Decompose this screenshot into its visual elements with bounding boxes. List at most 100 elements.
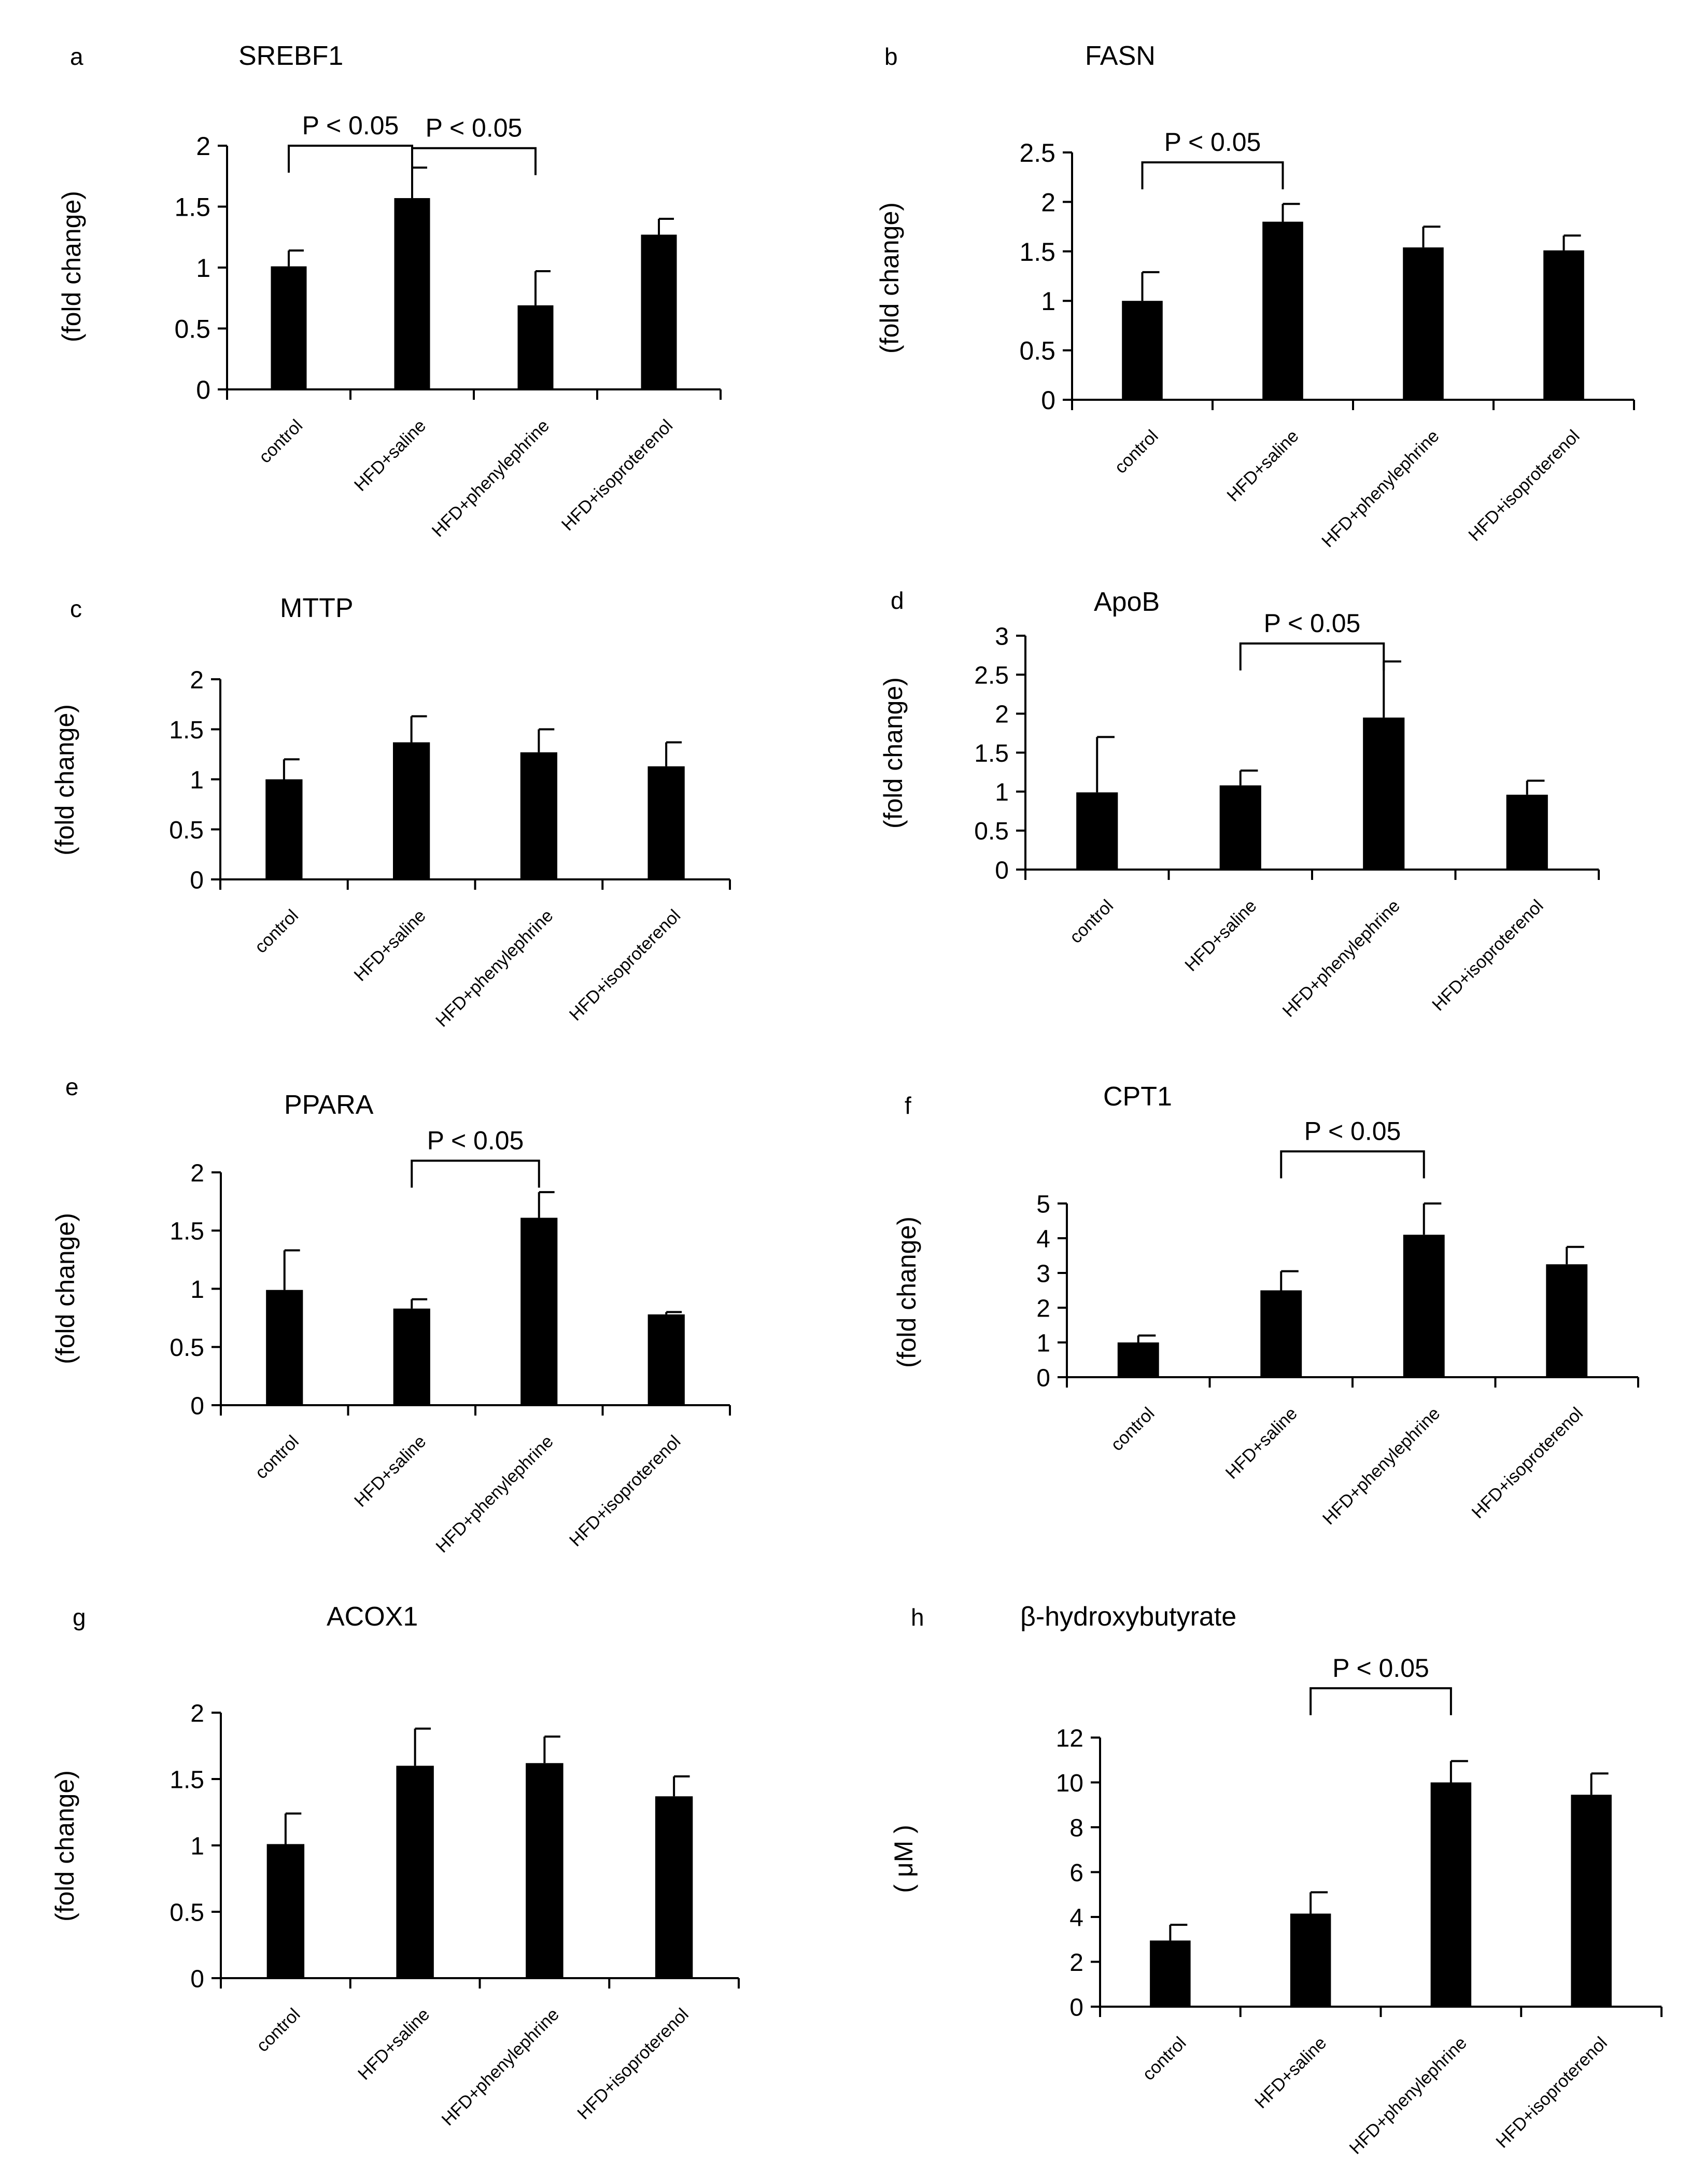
significance-bracket (411, 1159, 540, 1188)
y-tick-label: 0.5 (169, 817, 204, 844)
panel-letter: c (70, 595, 82, 622)
bar-hfd-saline (392, 742, 430, 879)
x-tick-label: HFD+saline (350, 1432, 430, 1511)
x-tick-label: HFD+phenylephrine (432, 1432, 557, 1557)
x-tick-label: HFD+saline (1181, 896, 1260, 975)
panel-letter: b (884, 43, 898, 70)
x-tick-label: control (255, 416, 306, 467)
chart-title: ACOX1 (327, 1602, 418, 1632)
panel-b: b FASN (fold change) 0 0.5 1 1.5 2 2.5 control HFD… (875, 41, 1635, 551)
significance-bracket (1239, 642, 1385, 671)
panel-f: f CPT1 (fold change) 0 1 2 3 4 5 control HFD+salin… (892, 1082, 1639, 1529)
panel-letter: h (911, 1604, 924, 1631)
y-tick-label: 0 (1041, 386, 1055, 415)
y-tick-label: 8 (1069, 1814, 1083, 1842)
panel-letter: g (73, 1604, 86, 1631)
y-tick-label: 2 (196, 132, 210, 161)
x-tick-label: control (1107, 1404, 1158, 1455)
y-axis-label: (fold change) (50, 1770, 79, 1922)
panel-h: h β-hydroxybutyrate ( μM ) 0 2 4 6 8 10 12 control… (889, 1602, 1663, 2158)
y-tick-label: 4 (1036, 1225, 1050, 1253)
significance-label: P < 0.05 (1304, 1117, 1401, 1146)
x-tick-label: HFD+isoproterenol (1468, 1404, 1587, 1522)
bar-control (1117, 1342, 1159, 1377)
bar-control (1076, 792, 1118, 870)
y-tick-label: 2 (190, 1159, 204, 1187)
y-tick-label: 1.5 (169, 717, 204, 744)
bar-hfd-isoproterenol (641, 234, 677, 389)
panel-letter: a (70, 43, 83, 70)
y-tick-label: 0.5 (1019, 337, 1055, 366)
x-tick-label: control (1066, 896, 1117, 947)
bar-hfd-isoproterenol (1506, 794, 1548, 870)
y-tick-label: 5 (1036, 1191, 1050, 1218)
bar-hfd-isoproterenol (1571, 1795, 1612, 2007)
x-tick-label: HFD+phenylephrine (428, 416, 553, 541)
bar-control (266, 1844, 305, 1978)
chart-title: CPT1 (1103, 1082, 1172, 1112)
significance-label: P < 0.05 (1264, 609, 1361, 638)
y-tick-label: 2 (190, 666, 204, 694)
chart-title: MTTP (280, 593, 354, 623)
x-tick-label: control (252, 2005, 304, 2056)
significance-label: P < 0.05 (427, 1126, 524, 1155)
bar-hfd-saline (396, 1766, 434, 1978)
y-tick-label: 1 (190, 766, 204, 794)
chart-title: β-hydroxybutyrate (1020, 1602, 1236, 1632)
y-tick-label: 2 (190, 1700, 204, 1727)
y-tick-label: 0 (196, 375, 210, 404)
x-tick-label: HFD+isoproterenol (1428, 896, 1547, 1015)
significance-bracket (411, 147, 537, 175)
significance-label: P < 0.05 (1164, 128, 1261, 157)
x-tick-label: HFD+phenylephrine (1318, 426, 1443, 551)
x-tick-label: HFD+isoproterenol (1464, 426, 1583, 545)
bar-hfd-isoproterenol (647, 1314, 685, 1405)
bar-hfd-phenylephrine (526, 1763, 564, 1978)
x-tick-label: HFD+saline (350, 416, 430, 495)
y-tick-label: 2 (1069, 1949, 1083, 1977)
bar-hfd-saline (1260, 1290, 1302, 1377)
y-axis-label: ( μM ) (889, 1825, 918, 1893)
x-tick-label: control (251, 1432, 303, 1483)
x-tick-label: control (251, 906, 302, 957)
bar-control (1150, 1940, 1191, 2007)
panel-d: d ApoB (fold change) 0 0.5 1 1.5 2 2.5 3 control HF… (879, 587, 1600, 1021)
bar-hfd-isoproterenol (1543, 250, 1584, 400)
y-axis-label: (fold change) (50, 704, 79, 856)
significance-bracket (1309, 1687, 1452, 1715)
chart-title: PPARA (284, 1090, 374, 1120)
y-tick-label: 1.5 (170, 1218, 204, 1245)
significance-bracket (1280, 1150, 1425, 1179)
y-tick-label: 4 (1069, 1904, 1083, 1931)
y-axis-label: (fold change) (51, 1213, 80, 1364)
x-tick-label: control (1138, 2033, 1190, 2084)
bar-hfd-phenylephrine (1363, 717, 1405, 870)
x-tick-label: HFD+saline (350, 906, 430, 985)
bar-hfd-isoproterenol (1546, 1264, 1588, 1377)
panel-g: g ACOX1 (fold change) 0 0.5 1 1.5 2 control HFD+s… (50, 1602, 740, 2130)
y-tick-label: 0.5 (170, 1899, 204, 1926)
y-tick-label: 1.5 (174, 193, 210, 222)
panel-letter: e (65, 1073, 79, 1100)
significance-label: P < 0.05 (1332, 1654, 1429, 1683)
bar-hfd-saline (393, 1308, 430, 1405)
bar-hfd-phenylephrine (520, 1217, 558, 1405)
panel-c: c MTTP (fold change) 0 0.5 1 1.5 2 control HFD+sa… (50, 593, 731, 1031)
bar-hfd-saline (1219, 785, 1261, 870)
y-tick-label: 1 (190, 1832, 204, 1860)
chart-title: FASN (1085, 41, 1156, 71)
bar-control (271, 266, 307, 389)
y-tick-label: 1.5 (170, 1766, 204, 1794)
y-tick-label: 0 (190, 1392, 204, 1420)
significance-bracket (288, 145, 413, 173)
bar-control (265, 779, 303, 879)
y-tick-label: 0 (190, 1965, 204, 1993)
y-tick-label: 6 (1069, 1859, 1083, 1887)
chart-title: SREBF1 (238, 41, 343, 71)
y-tick-label: 2 (995, 701, 1009, 729)
bar-hfd-isoproterenol (655, 1796, 693, 1978)
bar-hfd-phenylephrine (1430, 1782, 1472, 2007)
x-tick-label: HFD+phenylephrine (432, 906, 557, 1031)
bar-hfd-phenylephrine (517, 305, 554, 389)
x-tick-label: HFD+isoproterenol (558, 416, 677, 535)
